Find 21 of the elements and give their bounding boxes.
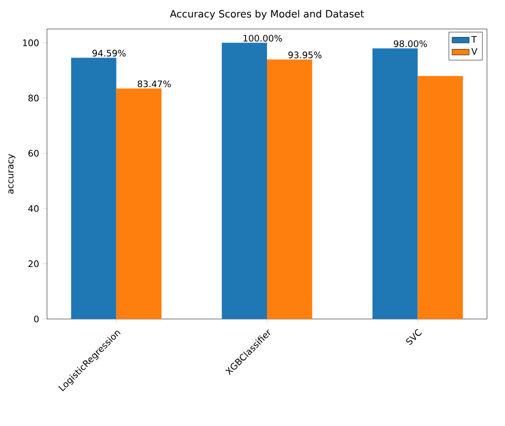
bar bbox=[116, 88, 162, 319]
y-tick-label: 0 bbox=[34, 316, 39, 322]
y-tick-label: 60 bbox=[28, 150, 39, 157]
legend-label: V bbox=[471, 48, 478, 55]
legend-label: T bbox=[471, 36, 477, 43]
bar bbox=[267, 60, 312, 319]
data-label: 93.95% bbox=[288, 52, 322, 58]
y-tick-label: 40 bbox=[28, 205, 39, 212]
bar bbox=[372, 48, 418, 319]
data-label: 100.00% bbox=[244, 34, 282, 42]
bar bbox=[418, 76, 463, 319]
data-label: 98.00% bbox=[394, 40, 427, 48]
y-tick-label: 80 bbox=[28, 94, 39, 102]
bar bbox=[222, 42, 268, 319]
y-tick-label: 20 bbox=[28, 260, 39, 268]
data-label: 94.59% bbox=[92, 50, 126, 57]
y-tick-label: 100 bbox=[23, 39, 39, 46]
data-label: 83.47% bbox=[138, 80, 171, 88]
bar bbox=[71, 58, 116, 319]
y-axis-title: accuracy bbox=[8, 154, 16, 194]
chart-title: Accuracy Scores by Model and Dataset bbox=[170, 10, 364, 20]
